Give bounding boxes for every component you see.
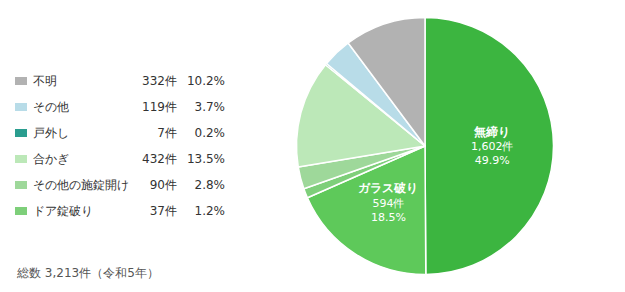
svg-text:37件: 37件 [150, 204, 177, 218]
svg-text:10.2%: 10.2% [187, 74, 225, 88]
svg-text:119件: 119件 [142, 100, 177, 114]
svg-text:その他の施錠開け: その他の施錠開け [33, 178, 129, 192]
svg-text:総数 3,213件（令和5年）: 総数 3,213件（令和5年） [16, 266, 159, 280]
svg-text:18.5%: 18.5% [371, 211, 406, 224]
svg-text:3.7%: 3.7% [195, 100, 226, 114]
svg-text:0.2%: 0.2% [195, 126, 226, 140]
svg-text:合かぎ: 合かぎ [33, 152, 69, 166]
svg-text:無締り: 無締り [473, 125, 510, 139]
svg-text:49.9%: 49.9% [475, 154, 510, 167]
svg-text:1,602件: 1,602件 [471, 140, 514, 153]
svg-text:90件: 90件 [150, 178, 177, 192]
svg-text:ドア錠破り: ドア錠破り [33, 204, 93, 218]
svg-text:不明: 不明 [33, 74, 57, 88]
svg-text:2.8%: 2.8% [195, 178, 226, 192]
svg-text:1.2%: 1.2% [195, 204, 226, 218]
svg-text:戸外し: 戸外し [33, 126, 69, 140]
svg-text:332件: 332件 [142, 74, 177, 88]
svg-text:432件: 432件 [142, 152, 177, 166]
svg-text:7件: 7件 [157, 126, 177, 140]
svg-text:594件: 594件 [372, 197, 404, 210]
svg-text:ガラス破り: ガラス破り [358, 181, 418, 195]
svg-text:その他: その他 [33, 100, 69, 114]
svg-text:13.5%: 13.5% [187, 152, 225, 166]
